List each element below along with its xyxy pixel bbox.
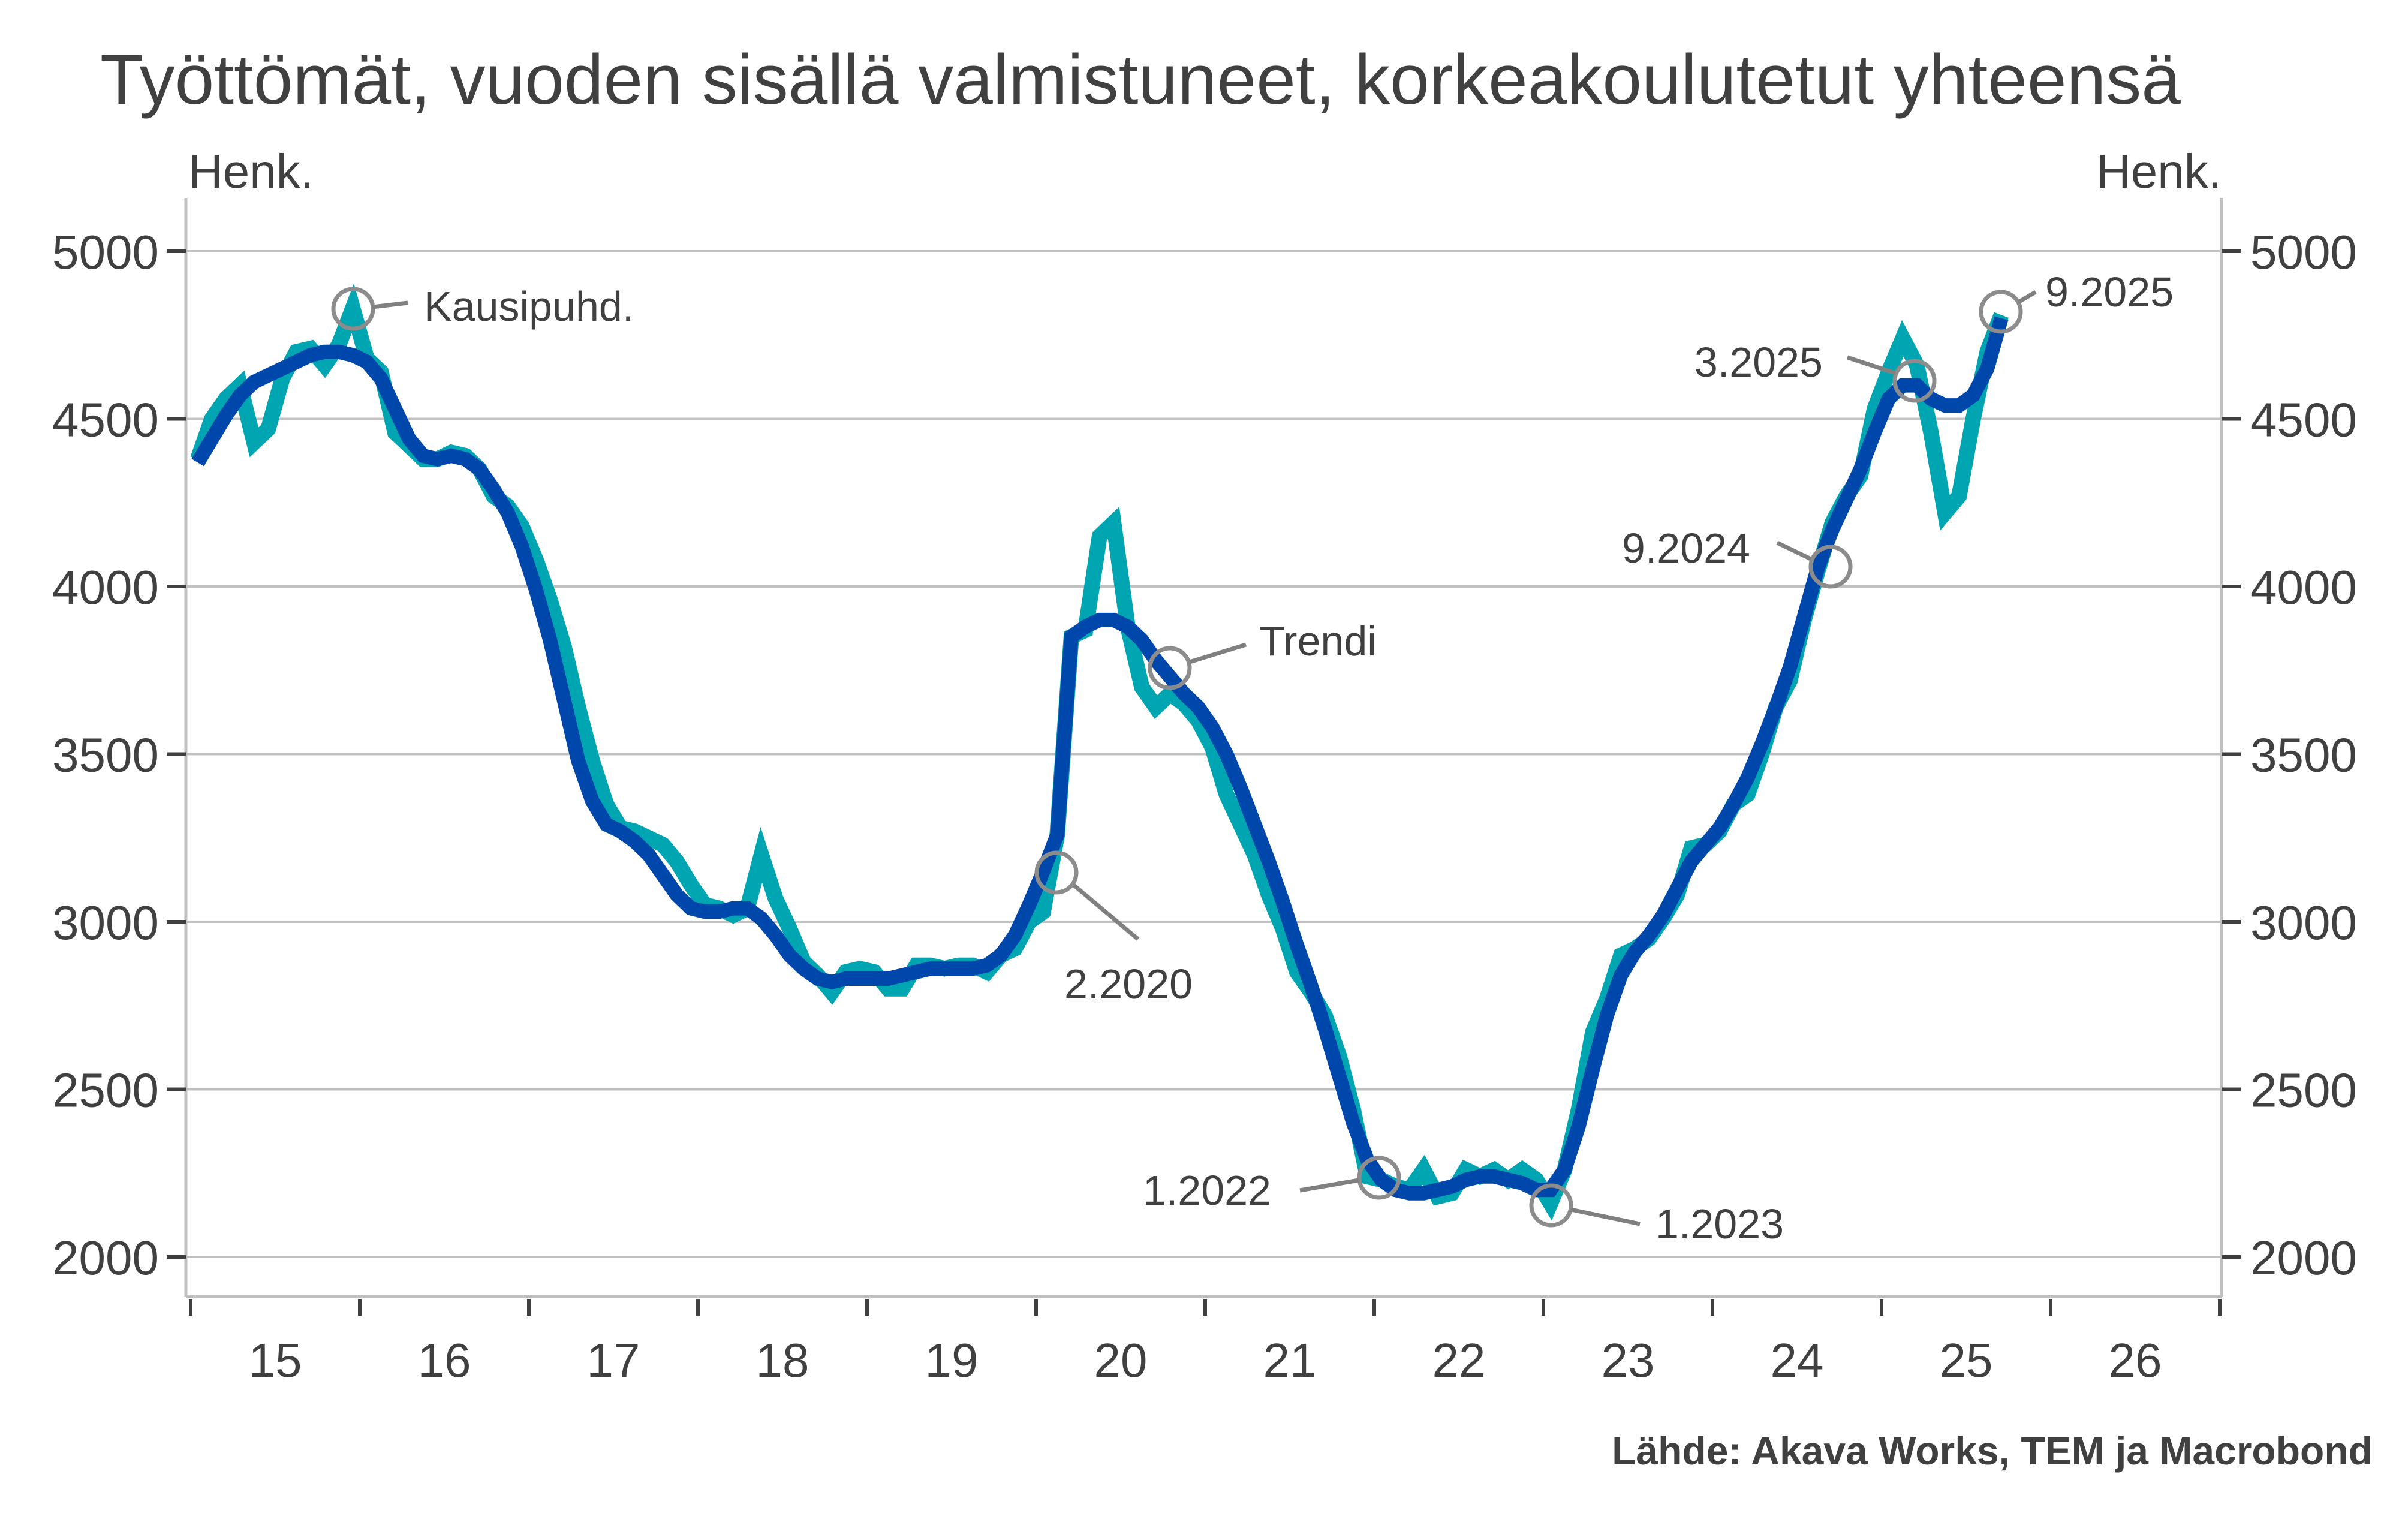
x-tick-label: 22 [1432, 1334, 1486, 1387]
annotation-leader-line [1299, 1178, 1359, 1193]
annotation-label: 2.2020 [1064, 961, 1193, 1007]
annotation-leader-line [372, 300, 408, 309]
annotation-label: 1.2022 [1143, 1167, 1271, 1214]
annotation-leader-line [1776, 540, 1812, 561]
y-tick-label-right: 2000 [2250, 1231, 2357, 1285]
x-tick-label: 18 [756, 1334, 809, 1387]
annotation-leader-line [1846, 355, 1896, 375]
x-axis: 15 16 17 18 19 20 21 22 23 24 25 26 [189, 1299, 2222, 1387]
plot-area [190, 283, 2009, 1221]
annotation-circle [1892, 359, 1937, 403]
x-tick-label: 16 [418, 1334, 471, 1387]
annotation-circle [1979, 290, 2023, 334]
y-tick-label-left: 3500 [52, 729, 159, 782]
y-axis-unit-left: Henk. [188, 145, 314, 198]
annotation-label: Trendi [1259, 618, 1377, 664]
y-tick-label-right: 4500 [2250, 393, 2357, 447]
annotations: Kausipuhd. Trendi 2.2020 1.2022 1.2023 9.2024… [331, 269, 2174, 1247]
x-tick-label: 26 [2109, 1334, 2162, 1387]
x-tick-label: 15 [249, 1334, 302, 1387]
y-tick-label-left: 4500 [52, 393, 159, 447]
annotation-circle [1034, 850, 1079, 895]
y-axis-unit-right: Henk. [2096, 145, 2222, 198]
x-tick-label: 17 [587, 1334, 640, 1387]
annotation-label: 9.2024 [1622, 525, 1750, 571]
gridlines [184, 198, 2223, 1298]
y-tick-label-right: 5000 [2250, 225, 2357, 279]
y-tick-label-right: 3000 [2250, 896, 2357, 949]
y-tick-label-left: 2500 [52, 1064, 159, 1117]
y-tick-label-right: 4000 [2250, 561, 2357, 614]
y-tick-label-left: 2000 [52, 1231, 159, 1285]
annotation-label: 3.2025 [1694, 339, 1823, 386]
annotation-label: Kausipuhd. [424, 283, 634, 330]
source-note: Lähde: Akava Works, TEM ja Macrobond [1612, 1428, 2373, 1473]
annotation-label: 1.2023 [1656, 1201, 1784, 1247]
annotation-circle [1148, 646, 1192, 690]
x-tick-label: 25 [1940, 1334, 1993, 1387]
annotation-leader-line [1570, 1207, 1641, 1226]
series-line-seasonally-adjusted [190, 283, 2009, 1221]
annotation-circle [1357, 1156, 1401, 1200]
y-axis-right: 2000 2500 3000 3500 4000 4500 5000 [2222, 225, 2357, 1285]
annotation-leader-line [2017, 290, 2037, 305]
x-tick-label: 19 [925, 1334, 979, 1387]
annotation-leader-line [1072, 883, 1140, 941]
annotation-label: 9.2025 [2045, 269, 2174, 315]
y-axis-left: 2000 2500 3000 3500 4000 4500 5000 [52, 225, 186, 1285]
y-tick-label-left: 4000 [52, 561, 159, 614]
y-tick-label-right: 3500 [2250, 729, 2357, 782]
y-tick-label-right: 2500 [2250, 1064, 2357, 1117]
annotation-leader-line [1188, 642, 1247, 664]
annotation-circle [1529, 1183, 1573, 1228]
chart-title: Työttömät, vuoden sisällä valmistuneet, … [100, 40, 2181, 119]
y-tick-label-left: 5000 [52, 225, 159, 279]
x-tick-label: 24 [1771, 1334, 1824, 1387]
y-tick-label-left: 3000 [52, 896, 159, 949]
series-line-trend [191, 316, 2009, 1201]
x-tick-label: 23 [1602, 1334, 1655, 1387]
x-tick-label: 21 [1263, 1334, 1317, 1387]
x-tick-label: 20 [1094, 1334, 1148, 1387]
annotation-circle [1808, 545, 1853, 589]
